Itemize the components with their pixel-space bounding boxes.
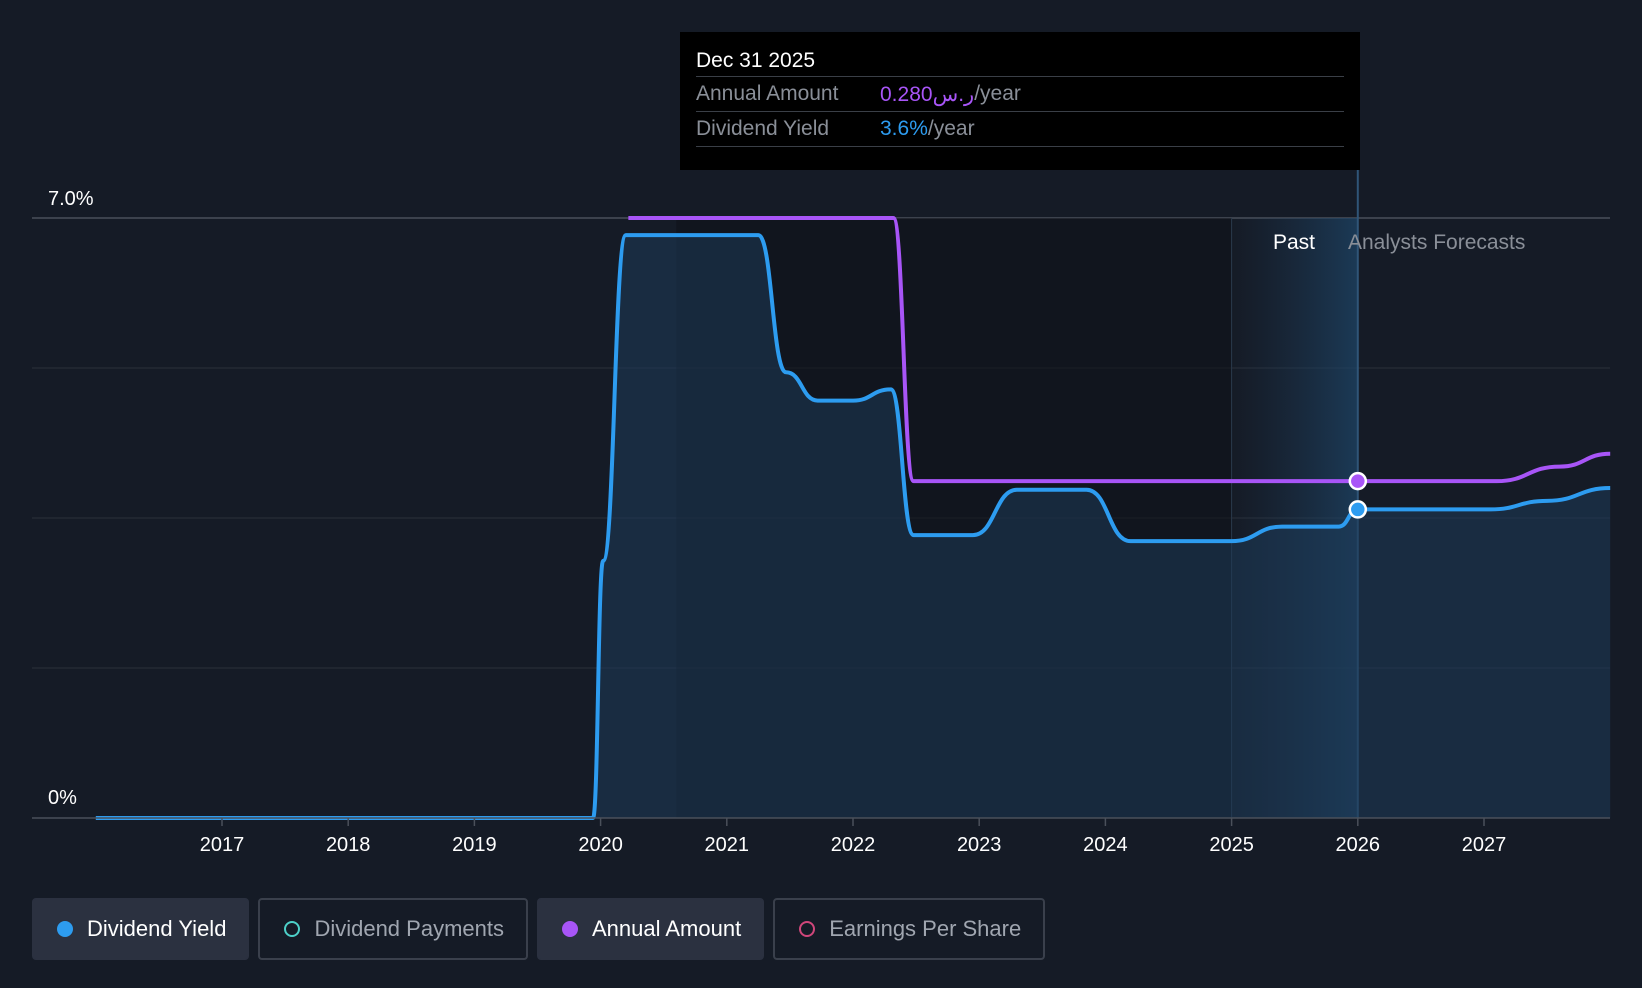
x-tick-label: 2023: [957, 834, 1002, 856]
yield-area-fill: [95, 235, 1611, 818]
y-tick-label-min: 0%: [48, 787, 77, 809]
series-lines: [95, 215, 1611, 821]
x-tick-label: 2020: [578, 834, 623, 856]
legend-label: Annual Amount: [591, 916, 742, 941]
legend-label: Dividend Payments: [314, 916, 504, 941]
tooltip-annual-label: Annual Amount: [696, 82, 839, 105]
tooltip-annual-value: 0.280ر.س: [880, 82, 975, 106]
dividend-payments-ring-icon: [284, 921, 301, 937]
legend-annual-amount[interactable]: Annual Amount: [536, 898, 765, 960]
tooltip-yield-row: Dividend Yield 3.6% /year: [696, 111, 1344, 147]
x-tick-label: 2026: [1336, 834, 1381, 856]
legend-label: Dividend Yield: [87, 916, 227, 941]
x-tick-label: 2024: [1083, 834, 1128, 856]
chart-legend: Dividend Yield Dividend Payments Annual …: [32, 898, 1046, 960]
dividend-yield-dot-icon: [57, 921, 73, 937]
chart-tooltip: Dec 31 2025 Annual Amount 0.280ر.س /year…: [680, 32, 1360, 170]
dividend-yield-marker: [1348, 500, 1368, 519]
x-tick-label: 2018: [326, 834, 371, 856]
x-tick-label: 2021: [705, 834, 750, 856]
y-tick-label-max: 7.0%: [48, 188, 94, 210]
annual-amount-marker: [1348, 471, 1368, 491]
tooltip-annual-unit: /year: [974, 82, 1021, 105]
highlight-markers[interactable]: [1348, 471, 1368, 519]
legend-label: Earnings Per Share: [829, 916, 1022, 941]
earnings-per-share-ring-icon: [799, 921, 816, 937]
tooltip-annual-row: Annual Amount 0.280ر.س /year: [696, 76, 1344, 111]
annual-amount-dot-icon: [561, 921, 578, 937]
annual-amount-line: [628, 215, 1611, 484]
legend-earnings-per-share[interactable]: Earnings Per Share: [773, 898, 1046, 960]
forecast-label: Analysts Forecasts: [1348, 231, 1525, 254]
x-tick-label: 2019: [452, 834, 497, 856]
legend-dividend-yield[interactable]: Dividend Yield: [32, 898, 250, 960]
tooltip-yield-unit: /year: [927, 117, 975, 140]
y-axis: 7.0% 0%: [48, 188, 94, 809]
legend-dividend-payments[interactable]: Dividend Payments: [258, 898, 528, 960]
x-tick-label: 2025: [1209, 834, 1254, 856]
x-axis: 2017 2018 2019 2020 2021 2022 2023 2024 2025 2026…: [32, 817, 1610, 856]
yield-area: [95, 235, 1611, 818]
x-tick-label: 2027: [1462, 834, 1507, 856]
tooltip-yield-label: Dividend Yield: [696, 117, 830, 140]
tooltip-date: Dec 31 2025: [696, 49, 816, 72]
past-label: Past: [1273, 231, 1315, 254]
region-labels: Past Analysts Forecasts: [1273, 231, 1525, 254]
x-tick-label: 2022: [831, 834, 876, 856]
dividend-yield-line: [95, 233, 1611, 821]
tooltip-yield-value: 3.6%: [880, 117, 928, 140]
x-tick-label: 2017: [200, 834, 245, 856]
